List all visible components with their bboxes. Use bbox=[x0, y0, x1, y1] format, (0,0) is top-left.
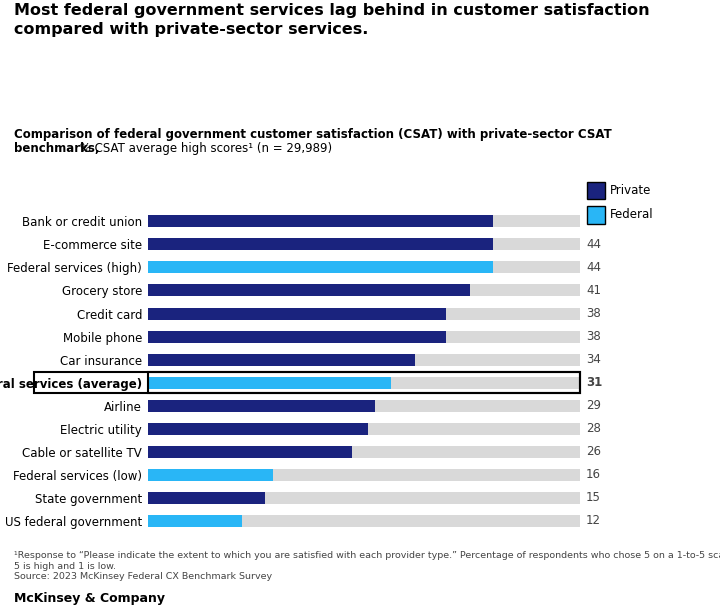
Text: 12: 12 bbox=[586, 514, 601, 527]
Text: 29: 29 bbox=[586, 399, 601, 412]
Text: 44: 44 bbox=[586, 238, 601, 251]
Text: benchmarks,: benchmarks, bbox=[14, 142, 100, 155]
Text: 34: 34 bbox=[586, 353, 600, 366]
Text: 41: 41 bbox=[586, 284, 601, 297]
Bar bbox=[148, 238, 493, 250]
Bar bbox=[148, 285, 469, 296]
Text: 26: 26 bbox=[586, 445, 601, 458]
Bar bbox=[148, 261, 493, 274]
Bar bbox=[148, 469, 580, 481]
Bar bbox=[148, 492, 580, 504]
Text: 38: 38 bbox=[586, 307, 600, 320]
Bar bbox=[148, 515, 242, 527]
Bar bbox=[148, 446, 580, 458]
Bar bbox=[148, 331, 446, 342]
Text: 28: 28 bbox=[586, 422, 600, 436]
Bar bbox=[148, 400, 580, 411]
Text: % CSAT average high scores¹ (n = 29,989): % CSAT average high scores¹ (n = 29,989) bbox=[76, 142, 332, 155]
Bar bbox=[148, 515, 580, 527]
Text: 44: 44 bbox=[586, 215, 601, 228]
Text: Federal: Federal bbox=[610, 208, 654, 222]
Text: Comparison of federal government customer satisfaction (CSAT) with private-secto: Comparison of federal government custome… bbox=[14, 128, 612, 141]
Text: 31: 31 bbox=[586, 376, 602, 389]
Bar bbox=[148, 469, 274, 481]
Text: 38: 38 bbox=[586, 330, 600, 343]
Text: Private: Private bbox=[610, 184, 651, 197]
Bar bbox=[148, 354, 415, 366]
Text: 15: 15 bbox=[586, 492, 600, 505]
Bar bbox=[148, 331, 580, 342]
Text: 44: 44 bbox=[586, 261, 601, 274]
Bar bbox=[148, 307, 580, 320]
Bar bbox=[148, 400, 375, 411]
Bar bbox=[148, 376, 391, 389]
Bar bbox=[148, 261, 580, 274]
Bar bbox=[148, 492, 266, 504]
Bar bbox=[148, 285, 580, 296]
Text: 16: 16 bbox=[586, 468, 601, 481]
Bar bbox=[148, 238, 580, 250]
Bar bbox=[148, 423, 367, 435]
Bar bbox=[148, 307, 446, 320]
Bar bbox=[148, 423, 580, 435]
Bar bbox=[148, 216, 493, 227]
Bar bbox=[148, 216, 580, 227]
Bar bbox=[148, 354, 580, 366]
Text: ¹Response to “Please indicate the extent to which you are satisfied with each pr: ¹Response to “Please indicate the extent… bbox=[14, 551, 720, 581]
Bar bbox=[148, 376, 580, 389]
Bar bbox=[148, 446, 352, 458]
Text: McKinsey & Company: McKinsey & Company bbox=[14, 592, 166, 605]
Text: Most federal government services lag behind in customer satisfaction
compared wi: Most federal government services lag beh… bbox=[14, 3, 650, 37]
